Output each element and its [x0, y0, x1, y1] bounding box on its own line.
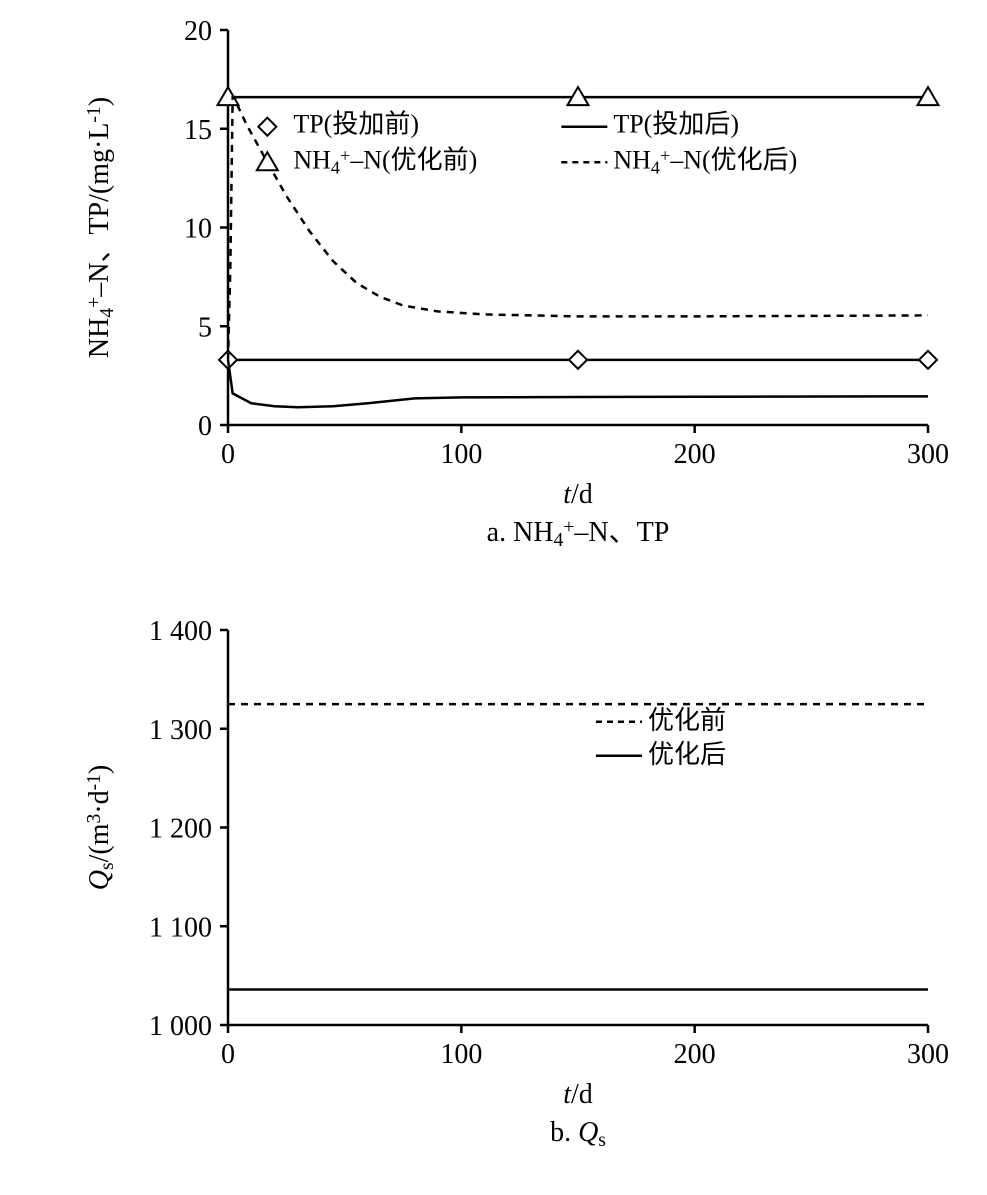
panel-b: 1 000 1 100 1 200 1 300 1 400 0 100 200 300 t/d b.…	[60, 600, 960, 1180]
svg-text:0: 0	[221, 1039, 235, 1070]
svg-text:1 400: 1 400	[149, 616, 212, 647]
svg-text:1 000: 1 000	[149, 1011, 212, 1042]
svg-text:NH4+–N(优化前): NH4+–N(优化前)	[293, 145, 477, 177]
svg-text:0: 0	[221, 439, 235, 470]
svg-text:Qs/(m3·d-1): Qs/(m3·d-1)	[84, 765, 118, 891]
svg-text:a. NH4+–N、TP: a. NH4+–N、TP	[487, 517, 670, 551]
svg-text:t/d: t/d	[563, 479, 593, 510]
svg-text:15: 15	[184, 115, 212, 146]
svg-text:200: 200	[674, 1039, 716, 1070]
svg-text:t/d: t/d	[563, 1079, 593, 1110]
chart-b-svg: 1 000 1 100 1 200 1 300 1 400 0 100 200 300 t/d b.…	[60, 600, 960, 1180]
svg-text:b. Qs: b. Qs	[550, 1117, 606, 1151]
svg-text:20: 20	[184, 16, 212, 47]
svg-text:1 200: 1 200	[149, 814, 212, 845]
svg-text:NH4+–N、TP/(mg·L-1): NH4+–N、TP/(mg·L-1)	[84, 97, 118, 358]
svg-text:优化前: 优化前	[648, 706, 726, 735]
svg-text:100: 100	[440, 1039, 482, 1070]
svg-text:200: 200	[674, 439, 716, 470]
svg-text:1 300: 1 300	[149, 715, 212, 746]
svg-text:NH4+–N(优化后): NH4+–N(优化后)	[613, 145, 797, 177]
chart-a-svg: 051015200100200300t/da. NH4+–N、TPNH4+–N、…	[60, 0, 960, 580]
svg-text:5: 5	[198, 312, 212, 343]
svg-text:10: 10	[184, 214, 212, 245]
svg-text:0: 0	[198, 411, 212, 442]
svg-text:TP(投加前): TP(投加前)	[293, 110, 419, 139]
panel-a: 051015200100200300t/da. NH4+–N、TPNH4+–N、…	[60, 0, 960, 580]
svg-text:TP(投加后): TP(投加后)	[613, 110, 739, 139]
svg-text:300: 300	[907, 439, 949, 470]
svg-text:1 100: 1 100	[149, 912, 212, 943]
svg-text:300: 300	[907, 1039, 949, 1070]
svg-text:100: 100	[440, 439, 482, 470]
svg-text:优化后: 优化后	[648, 740, 726, 769]
